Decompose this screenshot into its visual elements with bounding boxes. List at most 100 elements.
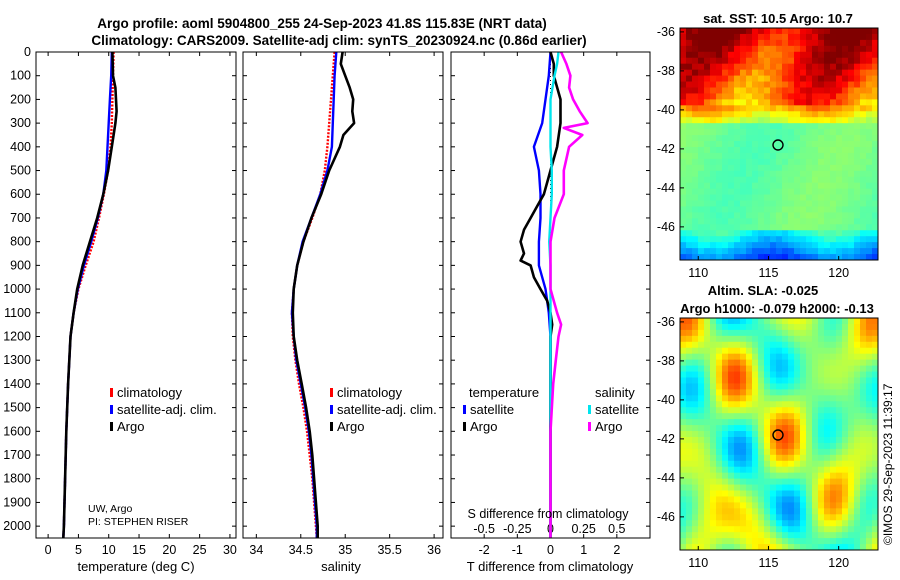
- heatmap-cell: [752, 69, 759, 76]
- heatmap-cell: [692, 123, 699, 130]
- heatmap-cell: [764, 206, 771, 213]
- heatmap-cell: [692, 323, 699, 331]
- heatmap-cell: [710, 436, 717, 444]
- heatmap-cell: [836, 248, 843, 255]
- heatmap-cell: [692, 425, 699, 432]
- heatmap-cell: [740, 194, 747, 201]
- heatmap-cell: [872, 236, 879, 243]
- heatmap-cell: [860, 75, 867, 82]
- heatmap-cell: [764, 466, 771, 474]
- heatmap-cell: [872, 57, 879, 65]
- heatmap-cell: [692, 218, 699, 225]
- heatmap-cell: [872, 490, 879, 497]
- heatmap-cell: [812, 371, 819, 378]
- heatmap-cell: [710, 135, 717, 142]
- heatmap-cell: [800, 431, 807, 438]
- heatmap-cell: [866, 508, 873, 515]
- heatmap-cell: [698, 254, 705, 261]
- series-line-climatology: [62, 51, 115, 539]
- heatmap-cell: [842, 478, 849, 485]
- heatmap-cell: [710, 514, 717, 521]
- heatmap-cell: [722, 188, 729, 195]
- heatmap-cell: [716, 383, 723, 390]
- heatmap-cell: [746, 389, 753, 396]
- heatmap-cell: [740, 413, 747, 420]
- heatmap-cell: [872, 206, 879, 213]
- heatmap-cell: [854, 442, 861, 450]
- heatmap-cell: [872, 508, 879, 515]
- heatmap-cell: [770, 442, 777, 450]
- heatmap-cell: [686, 141, 693, 148]
- heatmap-cell: [824, 544, 831, 551]
- heatmap-cell: [722, 28, 729, 35]
- heatmap-cell: [698, 502, 705, 509]
- heatmap-cell: [728, 460, 735, 468]
- heatmap-cell: [704, 236, 711, 243]
- heatmap-cell: [854, 69, 861, 76]
- heatmap-cell: [782, 51, 789, 59]
- heatmap-cell: [698, 478, 705, 485]
- heatmap-cell: [812, 323, 819, 331]
- heatmap-cell: [782, 478, 789, 485]
- heatmap-cell: [758, 75, 765, 82]
- x-tick-label: 15: [132, 543, 146, 557]
- heatmap-cell: [740, 146, 747, 154]
- heatmap-cell: [776, 472, 783, 480]
- heatmap-cell: [740, 538, 747, 545]
- heatmap-cell: [752, 544, 759, 551]
- heatmap-cell: [680, 236, 687, 243]
- heatmap-cell: [776, 141, 783, 148]
- legend-swatch-satellite: [330, 405, 333, 414]
- heatmap-cell: [800, 87, 807, 94]
- heatmap-cell: [758, 532, 765, 539]
- heatmap-cell: [836, 431, 843, 438]
- heatmap-cell: [794, 478, 801, 485]
- heatmap-cell: [818, 188, 825, 195]
- heatmap-cell: [698, 472, 705, 480]
- heatmap-cell: [788, 365, 795, 372]
- heatmap-cell: [770, 454, 777, 462]
- heatmap-cell: [812, 75, 819, 82]
- heatmap-cell: [818, 200, 825, 207]
- heatmap-cell: [872, 218, 879, 225]
- heatmap-cell: [788, 413, 795, 420]
- heatmap-cell: [770, 359, 777, 366]
- heatmap-cell: [728, 81, 735, 88]
- heatmap-cell: [740, 28, 747, 35]
- heatmap-cell: [722, 526, 729, 533]
- heatmap-cell: [710, 170, 717, 178]
- heatmap-cell: [758, 129, 765, 136]
- heatmap-cell: [854, 508, 861, 515]
- heatmap-cell: [758, 347, 765, 355]
- heatmap-cell: [872, 33, 879, 41]
- heatmap-cell: [872, 323, 879, 331]
- heatmap-cell: [836, 436, 843, 444]
- heatmap-cell: [686, 490, 693, 497]
- s-diff-tick-label: 0.25: [571, 522, 595, 536]
- heatmap-cell: [734, 466, 741, 474]
- heatmap-cell: [788, 63, 795, 71]
- heatmap-cell: [686, 236, 693, 243]
- heatmap-cell: [740, 460, 747, 468]
- heatmap-cell: [842, 135, 849, 142]
- heatmap-cell: [698, 123, 705, 130]
- heatmap-cell: [836, 448, 843, 456]
- heatmap-cell: [686, 401, 693, 408]
- heatmap-cell: [728, 28, 735, 35]
- heatmap-cell: [728, 164, 735, 172]
- heatmap-cell: [782, 254, 789, 261]
- salinity-panel-frame: [242, 51, 444, 539]
- heatmap-cell: [710, 496, 717, 503]
- heatmap-cell: [758, 51, 765, 59]
- heatmap-cell: [824, 353, 831, 361]
- heatmap-cell: [728, 117, 735, 124]
- heatmap-cell: [716, 117, 723, 124]
- heatmap-cell: [848, 329, 855, 337]
- heatmap-cell: [722, 318, 729, 325]
- heatmap-cell: [734, 407, 741, 414]
- heatmap-cell: [866, 75, 873, 82]
- heatmap-cell: [722, 484, 729, 491]
- heatmap-cell: [776, 93, 783, 100]
- heatmap-cell: [758, 170, 765, 178]
- heatmap-cell: [728, 69, 735, 76]
